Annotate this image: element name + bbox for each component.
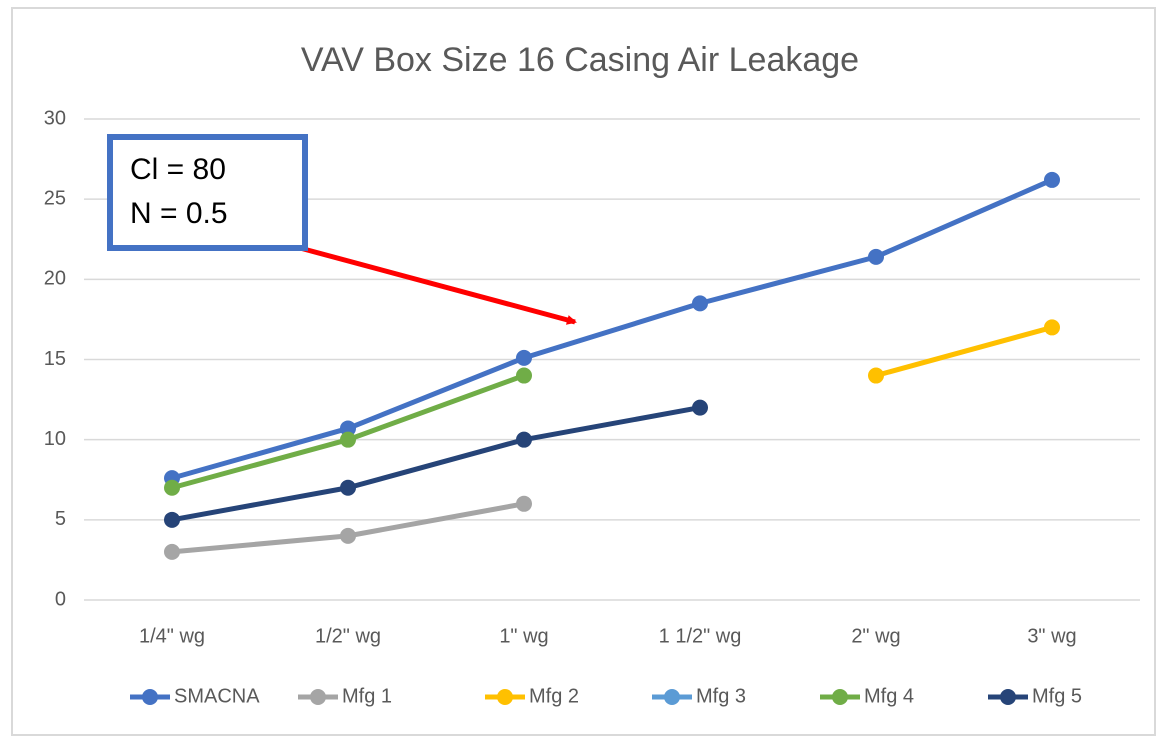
data-point — [164, 479, 180, 496]
data-point — [1044, 319, 1060, 336]
y-tick-label: 25 — [44, 187, 66, 209]
legend-marker — [832, 689, 848, 705]
y-tick-label: 5 — [55, 508, 66, 530]
data-point — [1044, 171, 1060, 188]
y-tick-label: 30 — [44, 107, 66, 129]
data-point — [340, 527, 356, 544]
data-point — [340, 431, 356, 448]
annotation-arrow — [299, 245, 577, 325]
legend-marker — [310, 689, 326, 705]
y-tick-label: 0 — [55, 588, 66, 610]
annotation-text: Cl = 80 — [130, 153, 226, 186]
y-tick-label: 15 — [44, 348, 66, 370]
data-point — [516, 431, 532, 448]
data-point — [516, 495, 532, 512]
x-tick-label: 1/2" wg — [315, 625, 381, 647]
annotation-box — [107, 134, 308, 251]
series-line — [875, 325, 1053, 378]
chart-border — [11, 7, 1156, 736]
legend-marker — [1000, 689, 1016, 705]
x-tick-label: 1 1/2" wg — [659, 625, 742, 647]
legend-label: Mfg 1 — [342, 685, 392, 707]
data-point — [164, 543, 180, 560]
data-point — [868, 248, 884, 265]
legend-label: Mfg 2 — [529, 685, 579, 707]
data-point — [164, 511, 180, 528]
chart-title: VAV Box Size 16 Casing Air Leakage — [301, 41, 859, 79]
series-line — [171, 177, 1054, 481]
data-point — [340, 420, 356, 437]
legend-marker — [664, 689, 680, 705]
data-point — [868, 367, 884, 384]
data-point — [692, 399, 708, 416]
legend-label: Mfg 5 — [1032, 685, 1082, 707]
data-point — [516, 349, 532, 366]
x-tick-label: 3" wg — [1027, 625, 1076, 647]
x-tick-label: 1/4" wg — [139, 625, 205, 647]
annotation-text: N = 0.5 — [130, 197, 228, 230]
legend-marker — [497, 689, 513, 705]
x-tick-label: 1" wg — [499, 625, 548, 647]
legend-label: Mfg 3 — [696, 685, 746, 707]
legend-label: Mfg 4 — [864, 685, 914, 707]
y-tick-label: 10 — [44, 428, 66, 450]
data-point — [340, 479, 356, 496]
data-point — [692, 295, 708, 312]
legend-marker — [142, 689, 158, 705]
plot-area: 0 5 10 15 20 25 30 1/4" wg 1/2" wg 1" wg 1 1/2" wg… — [44, 107, 1140, 647]
x-tick-label: 2" wg — [851, 625, 900, 647]
data-point — [516, 367, 532, 384]
legend-label: SMACNA — [174, 685, 260, 707]
y-tick-label: 20 — [44, 268, 66, 290]
series-line — [171, 405, 701, 523]
